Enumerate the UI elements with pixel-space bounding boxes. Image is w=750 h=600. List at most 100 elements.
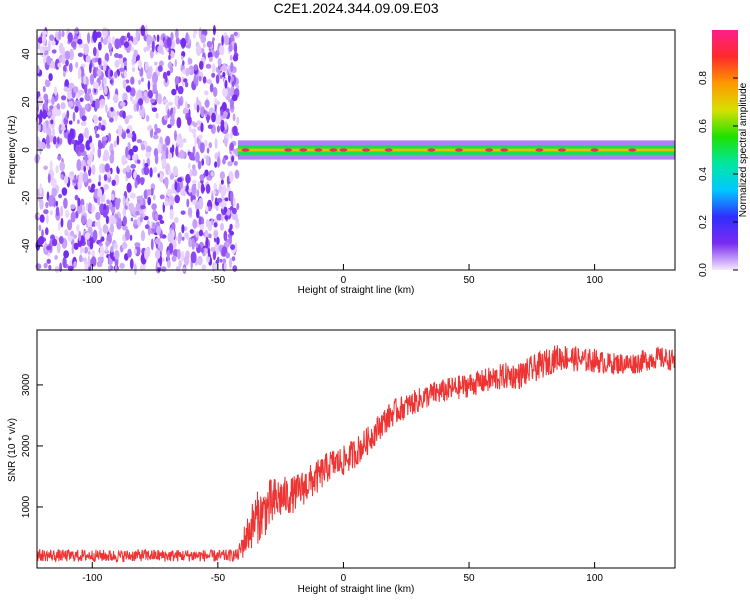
spectrogram-noise-cell	[82, 247, 85, 253]
spectrogram-noise-cell	[116, 135, 120, 146]
spectrogram-noise-cell	[222, 258, 227, 264]
spectrogram-noise-cell	[196, 120, 202, 126]
spectrogram-noise-cell	[220, 109, 224, 116]
spectrogram-noise-cell	[181, 76, 185, 87]
spectrogram-noise-cell	[59, 137, 63, 145]
spectrogram-noise-cell	[138, 89, 142, 99]
tick-label: 50	[463, 275, 475, 286]
spectrogram-noise-cell	[125, 85, 132, 93]
spectrogram-noise-cell	[127, 141, 131, 151]
spectrogram-noise-cell	[199, 224, 205, 229]
spectrogram-noise-cell	[105, 240, 110, 247]
spectrogram-noise-cell	[166, 249, 170, 261]
spectrogram-noise-cell	[187, 207, 193, 217]
spectrogram-noise-cell	[77, 119, 80, 124]
colorbar-tick-label: 0.6	[698, 119, 709, 133]
spectrogram-noise-cell	[214, 97, 218, 104]
spectrogram-noise-cell	[94, 221, 98, 227]
spectrogram-noise-cell	[232, 125, 238, 136]
spectrogram-noise-cell	[61, 95, 67, 101]
spectrogram-noise-cell	[109, 50, 113, 57]
spectrogram-noise-cell	[158, 60, 164, 67]
spectrogram-noise-cell	[152, 134, 159, 140]
spectrogram-noise-cell	[186, 68, 192, 73]
spectrogram-line-peak	[314, 148, 323, 152]
spectrogram-line-peak	[339, 148, 348, 152]
spectrogram-noise-cell	[48, 40, 51, 51]
snr-frame	[36, 329, 676, 569]
tick-label: -100	[82, 573, 102, 584]
spectrogram-noise-cell	[65, 210, 70, 218]
spectrogram-noise-cell	[122, 225, 128, 231]
spectrogram-noise-cell	[165, 178, 169, 190]
tick-label: 2000	[21, 434, 32, 457]
spectrogram-noise-cell	[226, 208, 231, 216]
spectrogram-noise-cell	[84, 93, 91, 101]
spectrogram-noise-cell	[84, 246, 88, 254]
spectrogram-noise-cell	[70, 230, 75, 237]
spectrogram-noise-cell	[140, 144, 146, 151]
spectrogram-noise-cell	[60, 217, 64, 228]
spectrogram-noise-cell	[213, 230, 219, 238]
spectrogram-noise-cell	[39, 109, 43, 121]
spectrogram-noise-cell	[235, 221, 240, 229]
snr-series-group	[36, 345, 676, 564]
spectrogram-noise-cell	[133, 263, 137, 275]
spectrogram-noise-cell	[135, 28, 139, 41]
spectrogram-noise-cell	[145, 151, 151, 158]
spectrogram-noise-cell	[54, 255, 58, 260]
spectrogram-noise-cell	[144, 248, 149, 260]
spectrogram-line-peak	[557, 148, 566, 152]
spectrogram-noise-cell	[223, 262, 227, 272]
spectrogram-line-peak	[535, 148, 544, 152]
spectrogram-noise-cell	[233, 161, 238, 166]
spectrogram-noise-cell	[104, 163, 111, 173]
spectrogram-noise-cell	[88, 202, 92, 213]
spectrogram-noise-cell	[205, 63, 212, 69]
spectrogram-noise-cell	[174, 181, 178, 191]
spectrogram-noise-cell	[210, 247, 216, 252]
spectrogram-noise-cell	[154, 61, 158, 66]
spectrogram-noise-cell	[126, 128, 130, 134]
spectrogram-noise-cell	[58, 124, 63, 135]
spectrogram-noise-cell	[46, 245, 52, 251]
spectrogram-noise-cell	[220, 187, 226, 197]
spectrogram-noise-cell	[174, 130, 177, 142]
spectrogram-noise-cell	[224, 133, 230, 139]
spectrogram-noise-cell	[134, 242, 141, 248]
spectrogram-noise-cell	[102, 37, 108, 46]
spectrogram-noise-cell	[146, 44, 150, 52]
spectrogram-noise-cell	[114, 38, 120, 50]
spectrogram-noise-cell	[233, 42, 238, 55]
spectrogram-noise-cell	[176, 134, 180, 146]
spectrogram-noise-cell	[164, 197, 169, 203]
spectrogram-noise-cell	[89, 62, 92, 74]
spectrogram-noise-cell	[58, 30, 62, 40]
spectrogram-noise-cell	[170, 31, 174, 42]
spectrogram-noise-cell	[206, 79, 212, 84]
spectrogram-noise-cell	[236, 202, 240, 211]
spectrogram-noise-cell	[183, 255, 190, 266]
spectrogram-noise-cell	[219, 44, 225, 56]
spectrogram-noise-cell	[37, 36, 43, 44]
spectrogram-noise-cell	[35, 263, 42, 270]
spectrogram-noise-cell	[122, 195, 126, 207]
spectrogram-noise-cell	[165, 115, 168, 121]
spectrogram-noise-cell	[34, 155, 41, 161]
spectrogram-noise-cell	[70, 204, 76, 210]
spectrogram-noise-cell	[211, 63, 216, 74]
spectrogram-noise-cell	[49, 210, 53, 216]
spectrogram-noise-cell	[100, 124, 106, 131]
spectrogram-noise-cell	[125, 79, 130, 84]
spectrogram-noise-cell	[226, 175, 230, 185]
tick-label: 0	[21, 147, 32, 153]
spectrogram-noise-cell	[125, 205, 128, 210]
spectrogram-noise-cell	[113, 140, 117, 148]
spectrogram-noise-cell	[140, 177, 145, 186]
spectrogram-noise-cell	[134, 180, 138, 189]
spectrogram-noise-cell	[223, 230, 228, 242]
spectrogram-noise-cell	[229, 97, 234, 109]
spectrogram-noise-cell	[76, 159, 82, 171]
spectrogram-noise-cell	[88, 135, 93, 145]
spectrogram-noise-cell	[102, 27, 108, 38]
